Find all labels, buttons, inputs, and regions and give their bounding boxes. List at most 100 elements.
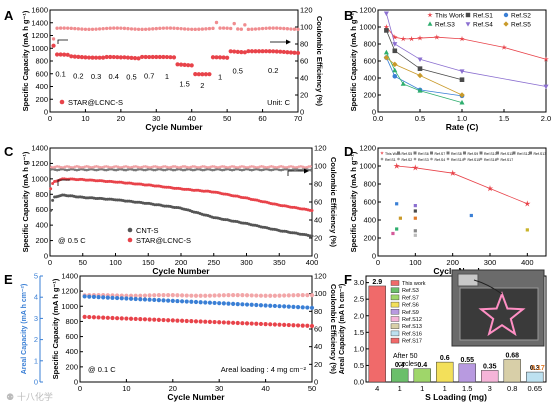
ce-point	[295, 293, 301, 298]
ce-point	[175, 26, 180, 31]
ce-point	[218, 26, 222, 30]
ce-point	[138, 166, 142, 169]
photo-wire	[473, 279, 503, 295]
ce-point	[112, 168, 116, 172]
series-point	[459, 99, 465, 105]
y2-tick-label: 40	[314, 342, 322, 351]
y-axis-label: Specific Capacity (mA h g⁻¹)	[21, 10, 30, 111]
y-tick-label: 2.0	[354, 311, 364, 320]
ce-point	[108, 26, 112, 30]
legend-marker	[380, 157, 384, 161]
capacity-point	[79, 55, 84, 60]
ce-point	[250, 168, 254, 172]
y2-tick-label: 60	[300, 57, 308, 66]
capacity-point	[274, 49, 279, 54]
areal-capacity-point	[212, 319, 217, 325]
areal-capacity-point	[221, 320, 226, 325]
capacity-point	[97, 55, 102, 60]
series-point	[459, 77, 465, 82]
this-work-point	[449, 169, 456, 176]
x-tick-label: 50	[223, 114, 231, 123]
ce-point	[193, 165, 197, 168]
capacity-point	[108, 54, 113, 60]
series-point	[417, 35, 423, 41]
ce-point	[73, 26, 77, 31]
series-point	[392, 61, 398, 68]
ce-point	[143, 27, 148, 31]
legend-marker	[430, 157, 433, 161]
ce-point	[248, 165, 252, 169]
series-point	[383, 11, 389, 17]
capacity-point	[171, 55, 177, 60]
ce-point	[156, 293, 161, 298]
y-tick-label: 200	[35, 236, 48, 245]
bar	[436, 361, 454, 383]
ce-point	[83, 168, 87, 172]
legend-label: Ref.S1	[385, 158, 396, 162]
y-tick-label: 1000	[31, 44, 48, 53]
areal-capacity-point	[295, 323, 301, 328]
specific-capacity-point	[226, 301, 231, 306]
ce-point	[116, 168, 120, 171]
ce-point	[122, 165, 126, 168]
legend-marker	[430, 151, 433, 155]
series-point	[392, 74, 398, 79]
specific-capacity-point	[105, 295, 110, 300]
y-tick-label: 0.0	[354, 378, 364, 387]
ce-point	[158, 26, 162, 31]
ce-point	[209, 165, 212, 169]
ce-point	[50, 167, 53, 171]
y-tick-label: 200	[363, 91, 376, 100]
capacity-point	[207, 72, 212, 77]
legend-marker	[413, 151, 417, 155]
capacity-point	[122, 55, 127, 60]
areal-capacity-point	[175, 318, 180, 323]
ce-point	[119, 26, 123, 30]
y2-tick-label: 0	[300, 108, 304, 117]
ce-point	[170, 293, 175, 298]
legend-label: Ref.S4	[473, 22, 493, 29]
legend-marker	[503, 21, 509, 27]
ce-point	[101, 26, 105, 31]
bar	[391, 368, 409, 383]
areal-capacity-point	[124, 316, 129, 321]
y-tick-label: 1400	[31, 18, 48, 27]
areal-tick-label: 2	[34, 335, 38, 344]
rate-label: 0.1	[55, 70, 65, 79]
y-axis-label: Areal Capacity (mA h cm⁻²)	[339, 284, 346, 375]
x-tick-label: 1.0	[457, 114, 467, 123]
ce-point	[152, 168, 155, 172]
loading-note: Areal loading : 4 mg cm⁻²	[221, 365, 307, 374]
ce-point	[235, 292, 240, 298]
ce-point	[53, 168, 57, 172]
specific-capacity-point	[240, 302, 245, 307]
ce-point	[103, 168, 106, 172]
ce-point	[173, 165, 177, 168]
ce-point	[263, 293, 268, 298]
capacity-point	[310, 234, 314, 238]
ref-point	[413, 229, 417, 233]
y-tick-label: 0	[372, 252, 376, 261]
x-tick-label: 250	[207, 258, 220, 267]
ce-point	[264, 167, 267, 171]
areal-capacity-point	[152, 317, 157, 322]
ce-point	[128, 293, 134, 298]
series-point	[459, 69, 465, 74]
series-point	[543, 84, 549, 90]
capacity-point	[253, 49, 258, 54]
capacity-point	[235, 49, 240, 54]
capacity-point	[136, 56, 141, 61]
specific-capacity-point	[309, 305, 315, 310]
areal-capacity-point	[268, 322, 273, 327]
ce-point	[105, 168, 108, 172]
y-axis-label: Specific Capacity (mA h g⁻¹)	[349, 10, 358, 111]
ce-point	[75, 168, 79, 172]
x-tick-label: 0	[48, 258, 52, 267]
ce-point	[232, 21, 236, 26]
areal-capacity-point	[240, 321, 245, 326]
plot-frame	[377, 147, 547, 257]
x-tick-label: 200	[175, 258, 188, 267]
x-axis-label: Cycle Number	[152, 266, 210, 276]
ce-point	[66, 26, 70, 30]
legend-marker	[127, 227, 133, 233]
